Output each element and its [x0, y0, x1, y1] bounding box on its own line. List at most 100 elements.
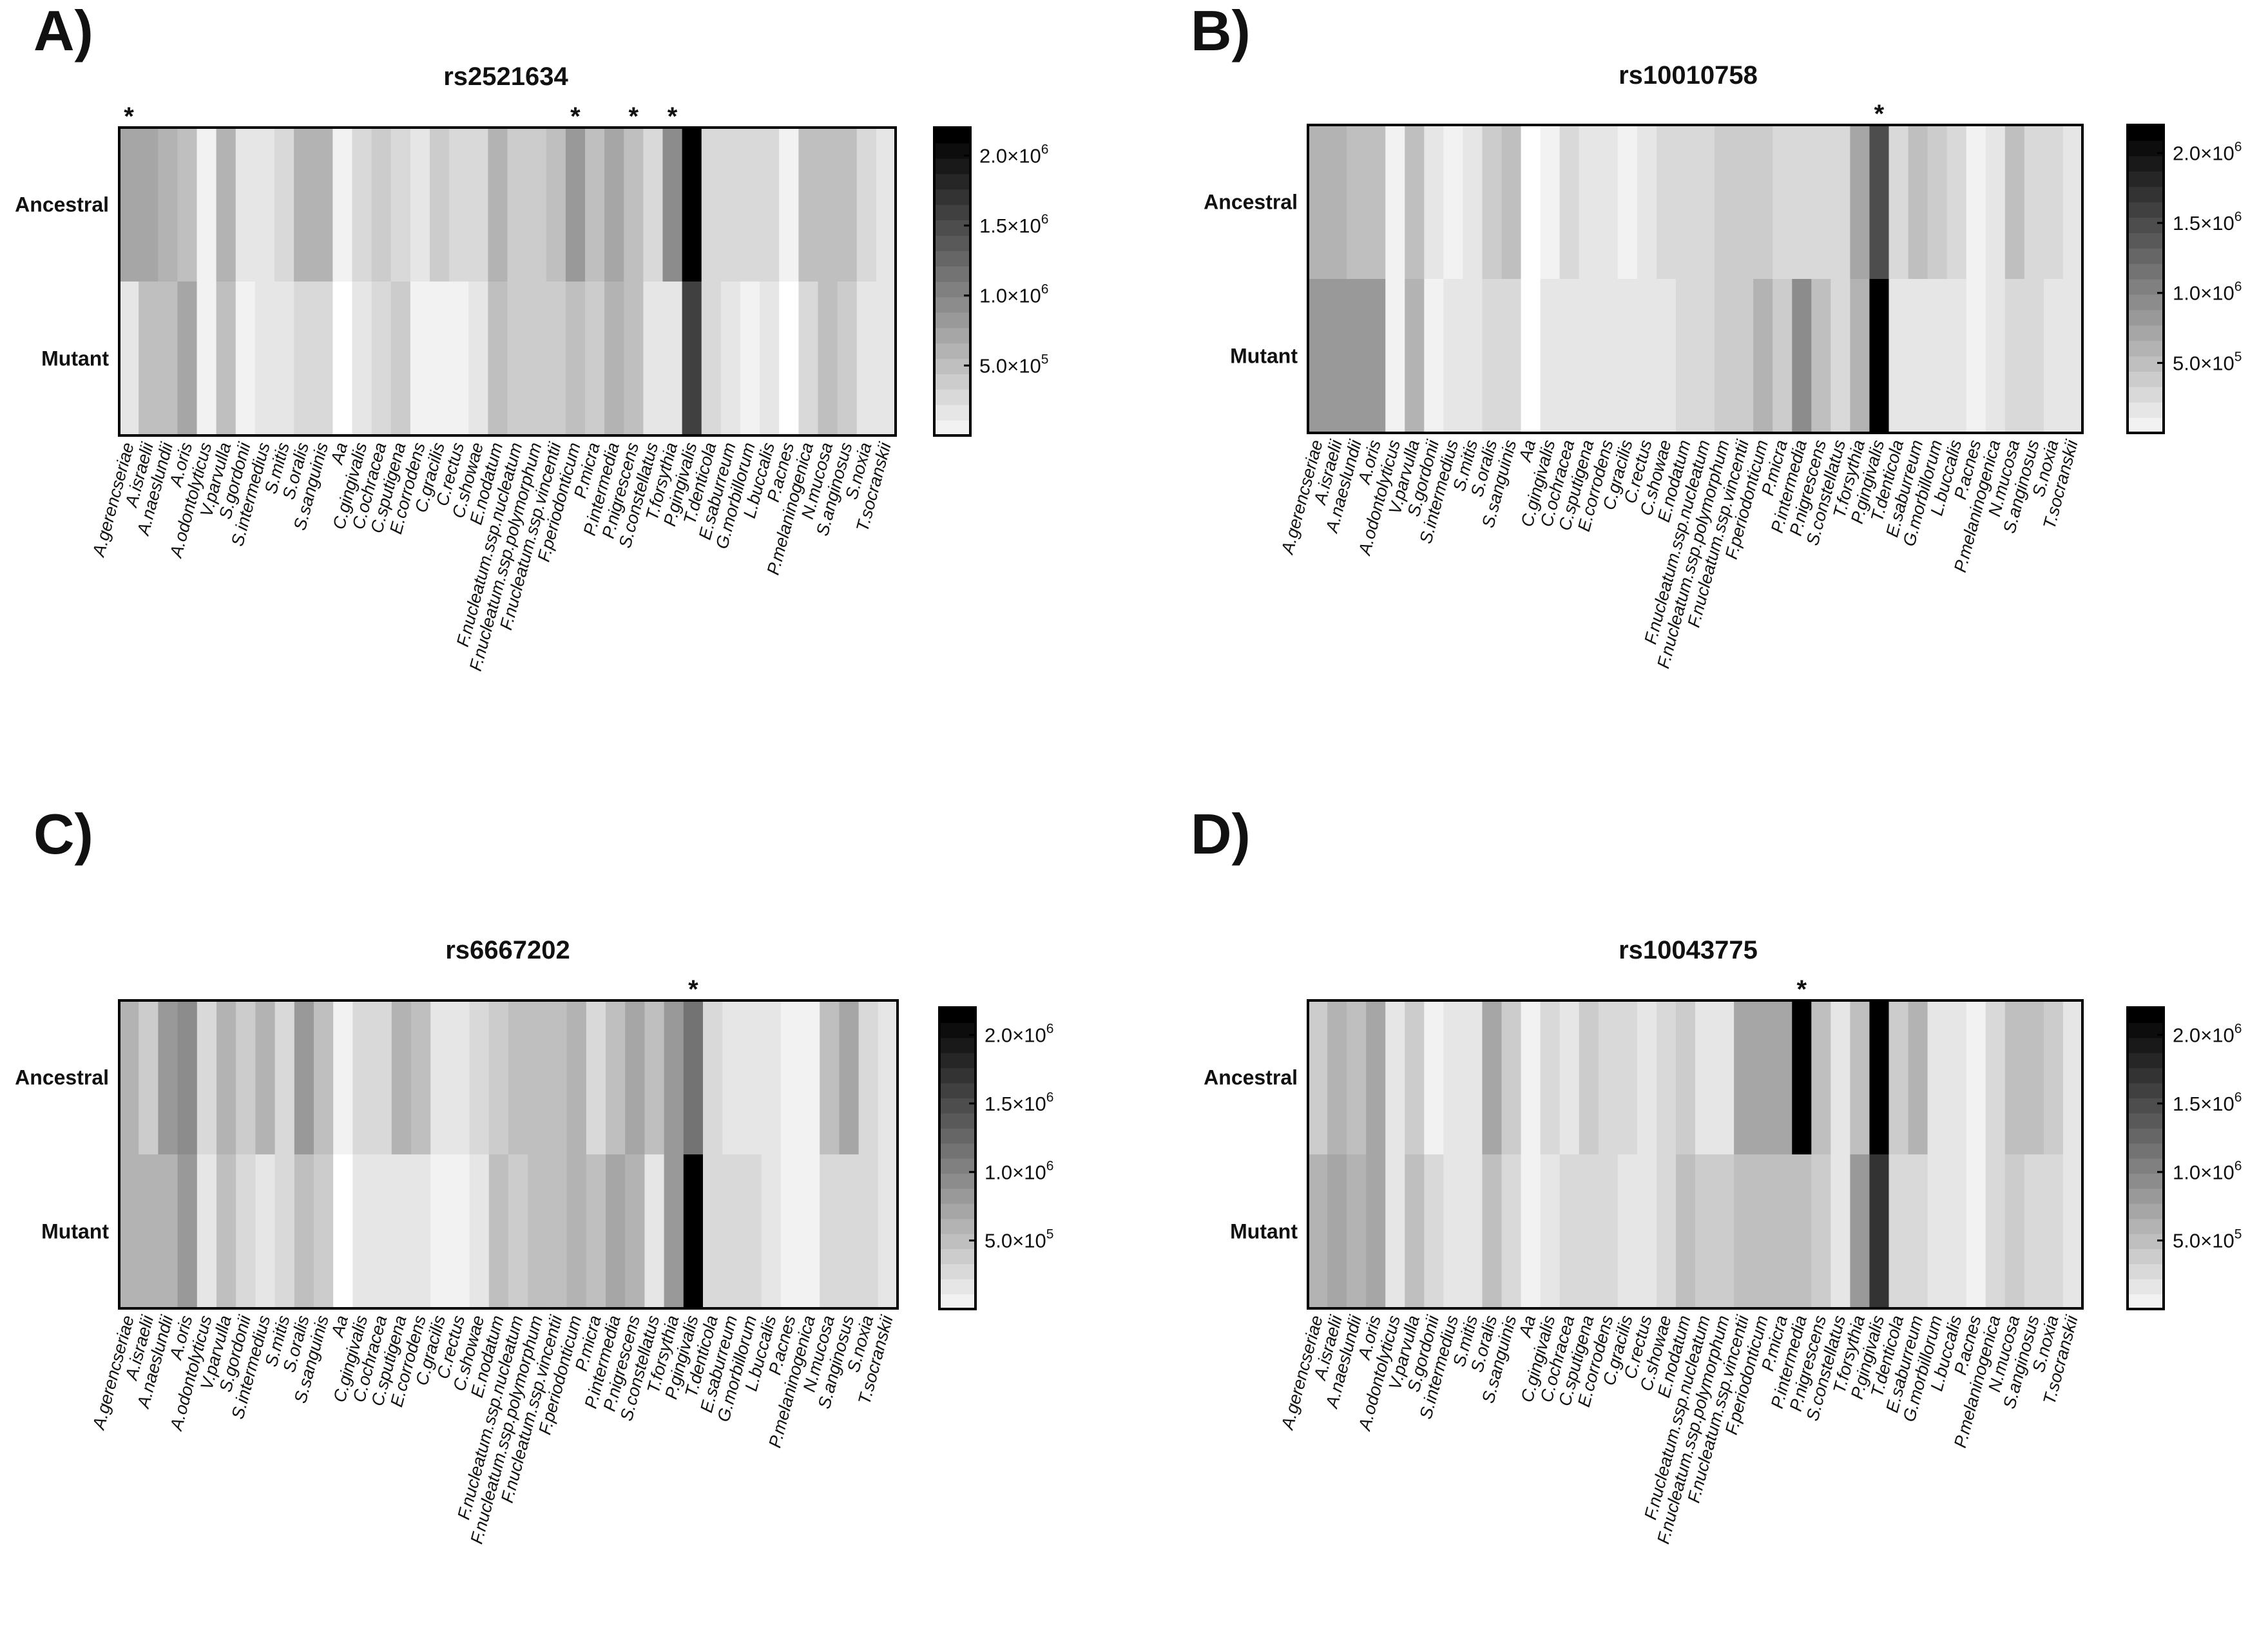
panel-c-colorbar-step-5: [939, 1218, 975, 1234]
heatmap-cell-a-mutant-25: [604, 282, 624, 436]
heatmap-cell-b-ancestral-19: [1675, 125, 1696, 280]
heatmap-cell-a-mutant-33: [760, 282, 780, 436]
heatmap-cell-b-mutant-0: [1308, 279, 1328, 434]
heatmap-cell-d-mutant-30: [1888, 1154, 1909, 1309]
panel-d-colorbar-step-0: [2128, 1294, 2164, 1310]
heatmap-cell-a-ancestral-27: [643, 128, 664, 282]
heatmap-cell-b-ancestral-11: [1521, 125, 1541, 280]
panel-a-colorbar-step-14: [934, 204, 970, 220]
heatmap-cell-b-ancestral-22: [1734, 125, 1754, 280]
panel-c-colorbar-step-7: [939, 1188, 975, 1204]
heatmap-cell-c-mutant-20: [508, 1154, 528, 1309]
heatmap-cell-c-mutant-10: [314, 1154, 334, 1309]
heatmap-cell-c-mutant-4: [197, 1154, 217, 1309]
heatmap-cell-a-ancestral-19: [488, 128, 508, 282]
panel-b-colorbar-frame: [2126, 124, 2165, 434]
panel-b-colorbar-step-3: [2128, 371, 2164, 387]
heatmap-cell-a-mutant-10: [313, 282, 333, 436]
heatmap-cell-d-ancestral-13: [1559, 1000, 1580, 1155]
panel-c-letter: C): [34, 802, 93, 866]
heatmap-cell-c-ancestral-19: [488, 1000, 509, 1155]
heatmap-cell-a-ancestral-25: [604, 128, 624, 282]
heatmap-cell-c-ancestral-12: [352, 1000, 373, 1155]
heatmap-cell-d-mutant-36: [2004, 1154, 2025, 1309]
heatmap-cell-a-ancestral-9: [294, 128, 314, 282]
panel-a-colorbar-tick-label-3: 2.0×106: [979, 142, 1048, 167]
heatmap-cell-b-mutant-39: [2062, 279, 2083, 434]
heatmap-cell-b-mutant-35: [1985, 279, 2006, 434]
panel-c-colorbar-step-17: [939, 1037, 975, 1053]
heatmap-cell-a-mutant-14: [390, 282, 411, 436]
heatmap-cell-d-mutant-5: [1405, 1154, 1425, 1309]
panel-c-colorbar-step-19: [939, 1008, 975, 1023]
heatmap-cell-a-ancestral-15: [410, 128, 430, 282]
panel-a-colorbar-step-5: [934, 343, 970, 359]
heatmap-cell-a-mutant-17: [449, 282, 469, 436]
heatmap-cell-d-ancestral-18: [1656, 1000, 1677, 1155]
heatmap-cell-b-ancestral-37: [2024, 125, 2044, 280]
heatmap-cell-c-ancestral-27: [644, 1000, 665, 1155]
panel-c-colorbar-step-1: [939, 1279, 975, 1295]
panel-d-colorbar-step-3: [2128, 1248, 2164, 1265]
heatmap-cell-d-ancestral-17: [1637, 1000, 1657, 1155]
heatmap-cell-b-mutant-21: [1715, 279, 1735, 434]
heatmap-cell-a-mutant-4: [197, 282, 217, 436]
panel-b-colorbar-tick-label-1: 1.0×106: [2173, 280, 2242, 305]
heatmap-cell-a-ancestral-3: [177, 128, 198, 282]
heatmap-cell-d-mutant-31: [1908, 1154, 1928, 1309]
heatmap-cell-c-ancestral-4: [197, 1000, 217, 1155]
heatmap-cell-c-ancestral-31: [722, 1000, 742, 1155]
heatmap-cell-d-ancestral-20: [1695, 1000, 1715, 1155]
heatmap-cell-c-ancestral-35: [800, 1000, 820, 1155]
heatmap-cell-c-mutant-23: [566, 1154, 587, 1309]
heatmap-cell-a-ancestral-34: [779, 128, 799, 282]
panel-d-row-label-ancestral: Ancestral: [1204, 1066, 1298, 1089]
panel-a-colorbar-step-13: [934, 220, 970, 236]
panel-c-colorbar-tick-label-2: 1.5×106: [985, 1090, 1053, 1115]
panel-d-colorbar-step-13: [2128, 1098, 2164, 1114]
heatmap-cell-d-mutant-12: [1540, 1154, 1561, 1309]
heatmap-cell-b-ancestral-27: [1831, 125, 1850, 280]
heatmap-cell-d-ancestral-5: [1405, 1000, 1425, 1155]
panel-b-colorbar-step-5: [2128, 340, 2164, 357]
panel-c-significance-star-29: *: [688, 975, 698, 1004]
panel-d-colorbar-step-16: [2128, 1053, 2164, 1069]
panel-b-colorbar-step-2: [2128, 387, 2164, 403]
heatmap-cell-d-mutant-3: [1366, 1154, 1386, 1309]
heatmap-cell-a-mutant-19: [488, 282, 508, 436]
panel-a-colorbar-tick-label-2: 1.5×106: [979, 212, 1048, 237]
heatmap-cell-b-ancestral-10: [1501, 125, 1522, 280]
heatmap-cell-c-mutant-37: [839, 1154, 860, 1309]
heatmap-cell-a-mutant-18: [468, 282, 488, 436]
heatmap-cell-d-mutant-2: [1347, 1154, 1367, 1309]
heatmap-cell-d-mutant-23: [1753, 1154, 1773, 1309]
heatmap-cell-c-ancestral-34: [780, 1000, 801, 1155]
panel-a-significance-star-23: *: [570, 102, 581, 131]
heatmap-cell-c-mutant-16: [430, 1154, 450, 1309]
heatmap-cell-c-ancestral-0: [119, 1000, 139, 1155]
heatmap-cell-a-ancestral-22: [546, 128, 566, 282]
heatmap-cell-a-ancestral-39: [876, 128, 896, 282]
panel-d-colorbar-tick-label-3: 2.0×106: [2173, 1022, 2242, 1047]
panel-b-colorbar-step-10: [2128, 263, 2164, 280]
heatmap-cell-c-ancestral-5: [216, 1000, 236, 1155]
panel-d-colorbar-step-14: [2128, 1083, 2164, 1098]
heatmap-cell-d-mutant-32: [1927, 1154, 1948, 1309]
panel-c-colorbar-step-10: [939, 1143, 975, 1159]
heatmap-cell-b-ancestral-34: [1966, 125, 1986, 280]
heatmap-cell-c-mutant-0: [119, 1154, 139, 1309]
panel-a-colorbar: 5.0×105 1.0×106 1.5×106 2.0×106: [933, 126, 1048, 437]
heatmap-cell-a-ancestral-20: [507, 128, 528, 282]
panel-b-colorbar-tick-label-0: 5.0×105: [2173, 349, 2242, 374]
heatmap-cell-a-ancestral-14: [390, 128, 411, 282]
heatmap-cell-b-ancestral-13: [1559, 125, 1580, 280]
heatmap-cell-c-mutant-18: [469, 1154, 490, 1309]
heatmap-cell-d-ancestral-30: [1888, 1000, 1909, 1155]
heatmap-cell-a-mutant-22: [546, 282, 566, 436]
panel-d-colorbar-step-15: [2128, 1067, 2164, 1084]
heatmap-cell-d-mutant-38: [2043, 1154, 2064, 1309]
panel-b-title: rs10010758: [1619, 61, 1758, 90]
panel-c-row-label-mutant: Mutant: [41, 1220, 109, 1243]
heatmap-cell-b-mutant-30: [1888, 279, 1909, 434]
